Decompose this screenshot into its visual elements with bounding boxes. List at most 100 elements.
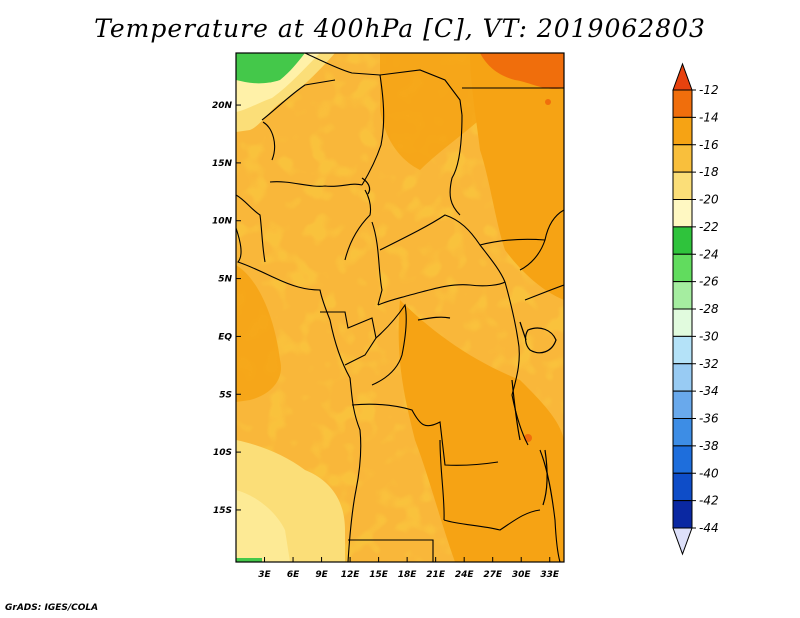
band-14-12-west [236,265,281,402]
longitude-ticks: 3E 6E 9E 12E 15E 18E 21E 24E 27E 30E 33E [258,557,560,580]
colorbar-segment [672,116,693,146]
colorbar-segment [672,199,693,228]
lat-tick-label: 10S [213,448,232,458]
colorbar-segment [672,363,693,392]
lake-malawi [542,449,548,506]
border-niger-nigeria [269,181,363,187]
border-east-africa [524,284,564,301]
colorbar-segment [672,281,693,310]
lon-tick-label: 30E [512,570,532,580]
colorbar-label: -32 [699,357,719,371]
colorbar-label: -38 [699,439,719,453]
colorbar-label: -42 [699,494,719,508]
colorbar-segment [672,418,693,447]
lat-tick-label: 5S [219,390,232,400]
lon-tick-label: 9E [315,570,328,580]
colorbar-segment [672,308,693,337]
colorbar-segment [672,89,693,118]
border-car-sudan [379,214,506,283]
colorbar-label: -18 [699,165,719,179]
lake-chad [361,177,371,195]
colorbar-label: -28 [699,302,719,316]
colorbar-label: -30 [699,329,719,343]
lon-tick-label: 3E [258,570,271,580]
lat-tick-label: 15N [212,159,233,169]
lon-tick-label: 12E [341,570,361,580]
colorbar-label: -44 [699,521,719,535]
border-namibia [348,539,434,562]
colorbar-over-triangle [672,62,693,91]
colorbar-segment [672,445,693,474]
lon-tick-label: 15E [369,570,389,580]
lon-tick-label: 27E [483,570,503,580]
colorbar-label: -26 [699,275,719,289]
border-sahara [304,53,463,116]
band-14-12-north [380,53,490,170]
colorbar-label: -36 [699,412,719,426]
lon-tick-label: 18E [398,570,418,580]
colorbar-segment [672,335,693,365]
colorbar-label: -24 [699,247,719,261]
colorbar-label: -12 [699,83,719,97]
lake-tanganyika [511,379,521,441]
colorbar-segment [672,500,693,529]
hot-spot-2 [545,99,551,105]
border-chad-sudan [449,114,463,216]
lake-albert [519,321,527,341]
band-22-20-southwest [236,490,290,562]
border-gabon [320,311,377,366]
border-algeria-mali [261,79,336,121]
border-cameroon-car [371,221,383,306]
colorbar-label: -22 [699,220,719,234]
colorbar-label: -16 [699,138,719,152]
colorbar-segment [672,253,693,283]
colorbar-segment [672,171,693,200]
lake-victoria [524,327,557,354]
colorbar-label: -34 [699,384,719,398]
border-car-congo [377,281,506,306]
colorbar-segment [672,472,693,502]
grads-credit: GrADS: IGES/COLA [5,603,99,613]
colorbar-label: -14 [699,110,719,124]
colorbar: -12 -14 -16 -18 -20 -22 -24 -26 -28 -30 -32 -34 -36 -… [672,62,719,556]
border-mali-niger [262,121,276,161]
border-niger-chad [361,74,385,186]
lon-tick-label: 21E [426,570,446,580]
map-frame [235,52,565,563]
map-title: Temperature at 400hPa [C], VT: 201906280… [94,14,706,43]
border-sudan-ss [479,238,546,246]
lat-tick-label: EQ [218,332,232,342]
border-drc-east [504,281,529,446]
lat-tick-label: 10N [212,217,233,227]
border-west-nigeria [236,194,266,263]
lon-tick-label: 33E [540,570,560,580]
border-nigeria-cameroon [344,189,372,261]
colorbar-segment [672,226,693,255]
band-12-10-northeast [480,53,564,89]
band-24-22-green [236,53,305,84]
lat-tick-label: 5N [218,275,232,285]
border-congo-drc [371,303,407,386]
band-14-12-northeast [470,53,564,300]
river-congo [417,316,451,321]
colorbar-under-triangle [672,527,693,556]
band-14-12-southeast [398,300,564,562]
border-angola-zambia [439,439,445,521]
lon-tick-label: 24E [455,570,475,580]
country-borders [236,53,564,562]
colorbar-segment [672,390,693,419]
lat-tick-label: 20N [212,101,233,111]
border-zambia-mozambique [539,449,561,562]
lakes [361,177,557,506]
coastline-west [236,227,362,562]
temperature-field [236,53,564,562]
colorbar-label: -40 [699,466,719,480]
lat-tick-label: 15S [213,506,232,516]
colorbar-label: -20 [699,193,719,207]
border-angola-drc [351,403,499,466]
lon-tick-label: 6E [287,570,300,580]
band-24-22-green-south [236,558,262,562]
colorbar-segment [672,144,693,173]
border-zambia-south [443,509,541,531]
